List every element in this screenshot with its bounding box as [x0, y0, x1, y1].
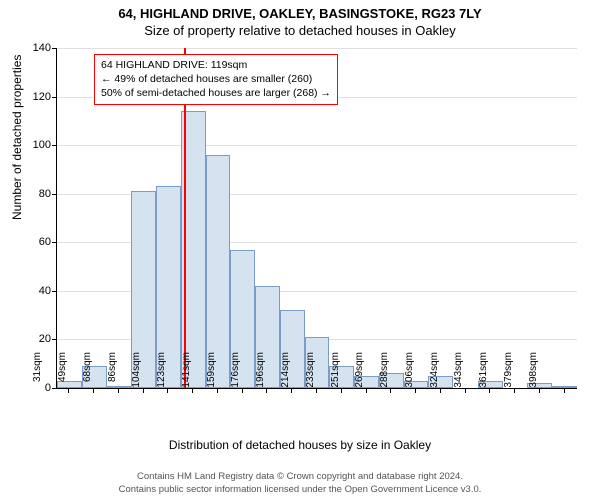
x-tick-label: 68sqm — [82, 352, 93, 392]
x-tick-label: 379sqm — [503, 352, 514, 392]
x-tick-label: 288sqm — [379, 352, 390, 392]
page-subtitle: Size of property relative to detached ho… — [0, 21, 600, 38]
x-tick-label: 86sqm — [107, 352, 118, 392]
x-tick-label: 324sqm — [429, 352, 440, 392]
x-tick-label: 31sqm — [32, 352, 43, 392]
y-tick-label: 20 — [19, 333, 51, 345]
x-tick-label: 269sqm — [354, 352, 365, 392]
y-tick-label: 80 — [19, 188, 51, 200]
x-tick-label: 214sqm — [280, 352, 291, 392]
x-tick-label: 251sqm — [330, 352, 341, 392]
info-line-3: 50% of semi-detached houses are larger (… — [101, 86, 331, 100]
y-tick-label: 100 — [19, 139, 51, 151]
x-tick-label: 306sqm — [404, 352, 415, 392]
footer-line-1: Contains HM Land Registry data © Crown c… — [0, 471, 600, 483]
footer-line-2: Contains public sector information licen… — [0, 484, 600, 496]
x-tick-label: 233sqm — [305, 352, 316, 392]
info-line-2: ← 49% of detached houses are smaller (26… — [101, 72, 331, 86]
page-title: 64, HIGHLAND DRIVE, OAKLEY, BASINGSTOKE,… — [0, 0, 600, 21]
y-tick-label: 140 — [19, 42, 51, 54]
info-line-1: 64 HIGHLAND DRIVE: 119sqm — [101, 58, 331, 72]
x-tick-label: 141sqm — [181, 352, 192, 392]
x-tick-label: 176sqm — [230, 352, 241, 392]
x-tick-label: 123sqm — [156, 352, 167, 392]
y-tick-label: 40 — [19, 285, 51, 297]
x-tick-label: 49sqm — [57, 352, 68, 392]
x-tick-label: 159sqm — [206, 352, 217, 392]
info-box: 64 HIGHLAND DRIVE: 119sqm ← 49% of detac… — [94, 54, 338, 105]
footer: Contains HM Land Registry data © Crown c… — [0, 471, 600, 496]
histogram-chart: 020406080100120140 64 HIGHLAND DRIVE: 11… — [56, 48, 576, 418]
x-tick-label: 398sqm — [528, 352, 539, 392]
histogram-bar — [552, 386, 577, 388]
x-tick-label: 361sqm — [478, 352, 489, 392]
y-tick-label: 120 — [19, 91, 51, 103]
y-tick-label: 60 — [19, 236, 51, 248]
x-tick-label: 196sqm — [255, 352, 266, 392]
x-axis-title: Distribution of detached houses by size … — [0, 438, 600, 452]
x-tick-label: 343sqm — [453, 352, 464, 392]
x-tick-label: 104sqm — [131, 352, 142, 392]
